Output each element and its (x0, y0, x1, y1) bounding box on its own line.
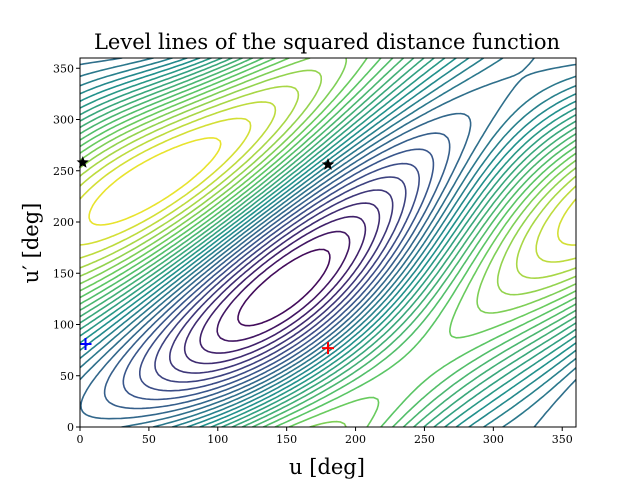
saddle-star-marker (76, 156, 89, 168)
x-tick-label: 150 (276, 433, 297, 446)
x-axis-label: u [deg] (289, 455, 365, 479)
x-tick-label: 100 (207, 433, 228, 446)
contour-level-line (237, 248, 331, 327)
contour-level-line (199, 215, 367, 354)
x-tick-label: 200 (345, 433, 366, 446)
contour-level-line (139, 162, 420, 392)
maximum-plus-marker (322, 342, 334, 355)
saddle-star-marker (321, 158, 335, 170)
x-tick-label: 300 (483, 433, 504, 446)
contour-level-line (80, 117, 576, 246)
y-tick-label: 200 (53, 216, 74, 229)
contour-level-line (122, 148, 435, 401)
minimum-plus-marker (79, 337, 92, 350)
contour-level-line (169, 189, 394, 374)
contour-level-line (80, 58, 576, 427)
contour-level-line (80, 101, 576, 263)
plot-frame (79, 57, 577, 428)
contour-level-line (80, 58, 576, 427)
contour-level-line (80, 69, 576, 296)
x-tick-label: 250 (414, 433, 435, 446)
contour-level-line (216, 230, 351, 342)
contour-level-line (80, 58, 576, 427)
x-tick-label: 0 (77, 433, 84, 446)
y-tick-label: 0 (67, 421, 74, 434)
critical-point-markers (76, 156, 335, 355)
contour-level-line (80, 112, 472, 420)
y-axis-label: u′ [deg] (19, 203, 43, 284)
y-tick-label: 150 (53, 267, 74, 280)
contour-lines (80, 58, 576, 427)
y-tick-label: 100 (53, 319, 74, 332)
y-tick-label: 50 (60, 370, 74, 383)
x-tick-label: 50 (142, 433, 156, 446)
contour-level-line (80, 85, 576, 279)
y-tick-label: 250 (53, 165, 74, 178)
x-tick-label: 350 (552, 433, 573, 446)
contour-level-line (103, 132, 451, 410)
contour-level-line (80, 58, 576, 427)
chart-title: Level lines of the squared distance func… (94, 30, 560, 54)
contour-level-line (80, 58, 576, 427)
contour-level-line (154, 176, 407, 383)
contour-level-line (183, 202, 381, 365)
y-tick-label: 350 (53, 62, 74, 75)
y-axis-ticks: 0 50 100 150 200 250 300 350 (53, 62, 80, 434)
y-tick-label: 300 (53, 114, 74, 127)
contour-level-line (88, 137, 222, 226)
x-axis-ticks: 0 50 100 150 200 250 300 350 (77, 427, 573, 446)
